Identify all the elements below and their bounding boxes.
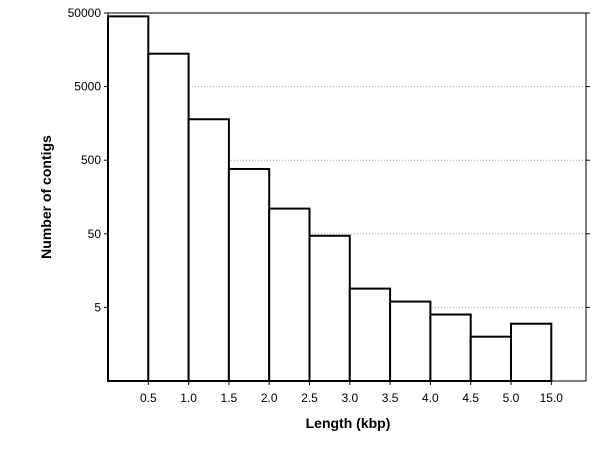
- bar-4.0-4.5: [429, 313, 472, 382]
- x-axis-title: Length (kbp): [306, 415, 391, 431]
- x-tick-label: 4.5: [462, 391, 479, 405]
- x-tick-label: 0.5: [140, 391, 157, 405]
- x-tick-label: 4.0: [422, 391, 439, 405]
- plot-frame: [107, 12, 587, 382]
- bar-2.0-2.5: [268, 207, 311, 382]
- bar-0-0.5: [107, 15, 150, 383]
- x-axis-ticks: 0.5 1.0 1.5 2.0 2.5 3.0 3.5 4.0 4.5 5.0 15.0: [140, 381, 563, 405]
- bar-0.5-1.0: [147, 52, 190, 382]
- x-tick-label: 3.5: [382, 391, 399, 405]
- x-tick-label: 1.5: [221, 391, 238, 405]
- bar-3.0-3.5: [348, 287, 392, 382]
- x-tick-label: 3.0: [341, 391, 358, 405]
- x-tick-label: 1.0: [180, 391, 197, 405]
- bars: [107, 15, 553, 383]
- y-tick-label: 5: [94, 300, 101, 314]
- bar-5.0-15.0: [510, 322, 553, 382]
- y-tick-label: 50: [88, 227, 102, 241]
- y-tick-label: 500: [81, 153, 101, 167]
- y-axis-ticks: 5 50 500 5000 50000: [68, 6, 590, 314]
- x-tick-label: 2.0: [261, 391, 278, 405]
- x-tick-label: 5.0: [503, 391, 520, 405]
- bar-3.5-4.0: [389, 300, 432, 383]
- x-tick-label: 15.0: [540, 391, 564, 405]
- bar-4.5-5.0: [469, 335, 513, 382]
- bar-2.5-3.0: [308, 234, 351, 382]
- bar-1.5-2.0: [227, 167, 271, 382]
- x-tick-label: 2.5: [301, 391, 318, 405]
- bar-1.0-1.5: [187, 118, 230, 382]
- y-tick-label: 5000: [74, 80, 101, 94]
- y-tick-label: 50000: [68, 6, 102, 20]
- y-axis-title: Number of contigs: [38, 135, 54, 259]
